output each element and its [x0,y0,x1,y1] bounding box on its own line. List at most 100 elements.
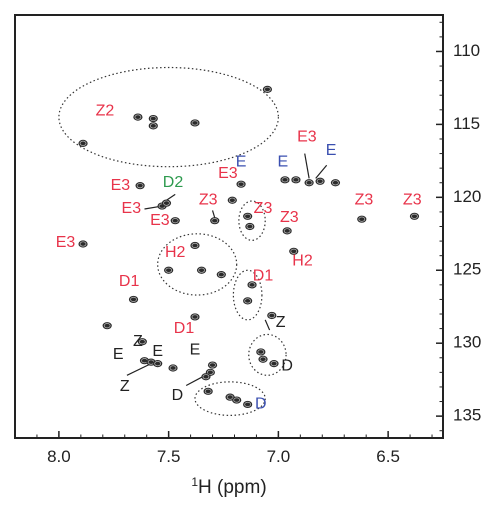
peak-contour-inner [228,197,236,203]
peak-contour-inner [211,218,219,224]
y-axis: 110 115 120 125 130 135 [436,21,481,432]
y-tick-label: 130 [453,333,481,352]
peak-contour-inner [237,181,245,187]
peak-27 [164,266,174,274]
peak-label-23: Z [133,333,143,350]
peak-5 [190,119,200,127]
x-tick-label: 7.0 [267,447,291,466]
peak-contour-inner [244,401,252,408]
peak-contour-inner [316,178,324,184]
peak-label-14: Z3 [355,191,374,208]
peak-7 [135,182,145,190]
plot-frame [14,14,444,439]
peak-label-24: E [113,346,124,363]
peak-label-25: E [152,343,163,360]
region-outline-6 [194,381,266,416]
peak-1 [262,85,273,93]
leader-line-5 [211,210,216,218]
peak-28 [196,266,207,274]
peak-label-16: E3 [56,234,76,251]
peak-18 [210,217,220,225]
peak-label-15: Z3 [403,191,422,208]
region-outline-3 [157,233,238,296]
peak-50 [243,400,253,409]
peak-label-19: D1 [253,267,274,284]
region-outline-2 [238,200,266,241]
peak-contour-inner [103,323,111,329]
peak-contour-inner [169,365,177,371]
peak-label-6: E3 [218,165,238,182]
peak-contour-inner [283,228,291,234]
peak-label-9: Z3 [199,191,218,208]
x-tick-label: 6.5 [376,447,400,466]
peak-26 [289,247,299,255]
peak-label-2: E3 [297,129,317,146]
leader-line-1 [304,153,310,179]
peak-contour-inner [259,356,267,362]
x-axis-title: 1H (ppm) [191,475,266,498]
peak-contour-inner [305,180,313,186]
peak-43 [168,364,178,372]
peak-25 [190,241,200,250]
x-axis: 8.0 7.5 7.0 6.5 [36,431,433,466]
peak-contour-inner [138,339,146,345]
peak-44 [207,361,218,369]
peak-49 [232,396,242,404]
peak-label-11: E3 [150,212,170,229]
peak-32 [128,295,139,304]
peak-9 [280,176,290,184]
peak-11 [304,179,314,187]
x-axis-title-superscript: 1 [191,475,198,489]
peak-label-28: Z [120,378,130,395]
region-outline-4 [232,269,263,321]
peak-contour-inner [281,177,289,183]
peak-contour-inner [149,116,157,122]
peak-contour-inner [358,216,366,222]
peak-contour-inner [244,298,252,304]
peak-42 [153,360,163,368]
peak-contour-inner [163,200,170,206]
peak-contour-inner [233,397,241,403]
peak-contour-inner [268,312,276,319]
peak-label-7: D2 [163,174,184,191]
peak-contour-inner [226,394,234,400]
peak-46 [201,373,211,381]
x-axis-title-text: H (ppm) [198,477,267,498]
peak-contour-inner [136,183,144,189]
peak-19 [243,212,253,220]
peak-label-10: E3 [122,200,142,217]
peak-contour-inner [246,223,254,230]
peak-4 [148,122,158,130]
peak-contour-inner [79,140,87,146]
peak-label-17: H2 [165,244,186,261]
peak-label-22: Z [276,314,286,331]
leader-line-8 [264,319,271,331]
peak-30 [247,281,257,289]
peak-label-26: E [190,342,201,359]
peak-label-29: D [172,387,184,404]
peak-6 [78,139,88,147]
peak-contour-inner [154,361,162,367]
peak-contour-inner [332,180,339,186]
peak-22 [357,215,367,223]
peak-label-12: Z3 [254,200,273,217]
region-outline-5 [248,333,287,376]
peak-label-4: E [277,154,288,171]
peak-contour-inner [244,213,252,219]
peak-37 [256,348,266,356]
peak-16 [227,196,237,204]
peak-contour-inner [130,296,137,302]
peak-20 [245,222,255,231]
peak-contour-inner [217,272,225,278]
peak-label-21: D1 [174,320,195,337]
peak-contours [78,85,420,409]
x-tick-label: 8.0 [47,447,71,466]
peak-38 [258,355,268,363]
peak-36 [137,338,147,346]
peak-2 [133,113,143,121]
peak-23 [409,212,420,220]
peak-contour-inner [202,374,210,380]
peak-29 [216,271,226,279]
peak-8 [236,180,246,188]
